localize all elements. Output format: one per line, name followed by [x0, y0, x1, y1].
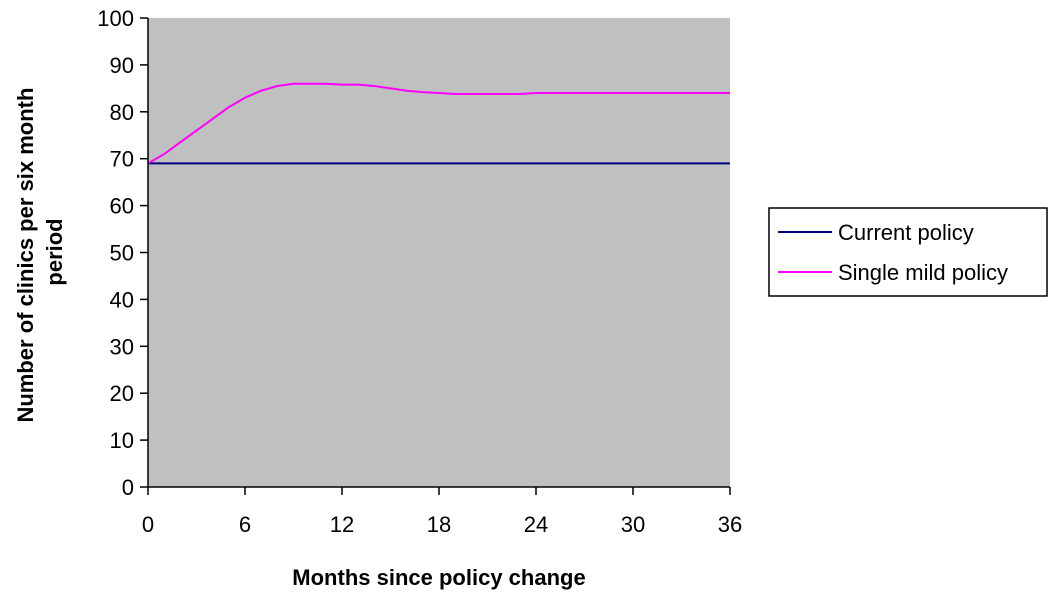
x-tick-label: 36 — [718, 512, 742, 537]
y-tick-label: 60 — [110, 194, 134, 219]
y-tick-label: 90 — [110, 53, 134, 78]
y-tick-label: 40 — [110, 287, 134, 312]
x-tick-label: 6 — [239, 512, 251, 537]
legend: Current policy Single mild policy — [768, 207, 1048, 297]
y-axis-title-line-1: Number of clinics per six month — [13, 88, 38, 423]
x-tick-label: 18 — [427, 512, 451, 537]
y-axis-title-line-2: period — [42, 218, 67, 285]
y-tick-label: 70 — [110, 147, 134, 172]
x-tick-label: 12 — [330, 512, 354, 537]
y-tick-label: 80 — [110, 100, 134, 125]
series-line-single-mild-policy — [147, 82, 730, 165]
x-tick-label: 0 — [142, 512, 154, 537]
legend-label-current-policy: Current policy — [838, 220, 974, 245]
legend-label-single-mild-policy: Single mild policy — [838, 260, 1008, 285]
y-tick-label: 10 — [110, 428, 134, 453]
y-axis-ticks: 0 10 20 30 40 50 60 70 80 90 100 — [97, 6, 148, 500]
plot-area — [148, 18, 730, 487]
series-lines — [147, 82, 730, 165]
x-axis-ticks: 0 6 12 18 24 30 36 — [142, 487, 742, 537]
x-tick-label: 30 — [621, 512, 645, 537]
y-tick-label: 50 — [110, 241, 134, 266]
legend-box — [768, 207, 1048, 297]
y-tick-label: 30 — [110, 334, 134, 359]
y-tick-label: 0 — [122, 475, 134, 500]
x-tick-label: 24 — [524, 512, 548, 537]
y-axis-title: Number of clinics per six month period — [13, 81, 67, 422]
y-tick-label: 20 — [110, 381, 134, 406]
x-axis-title: Months since policy change — [292, 565, 585, 590]
y-tick-label: 100 — [97, 6, 134, 31]
